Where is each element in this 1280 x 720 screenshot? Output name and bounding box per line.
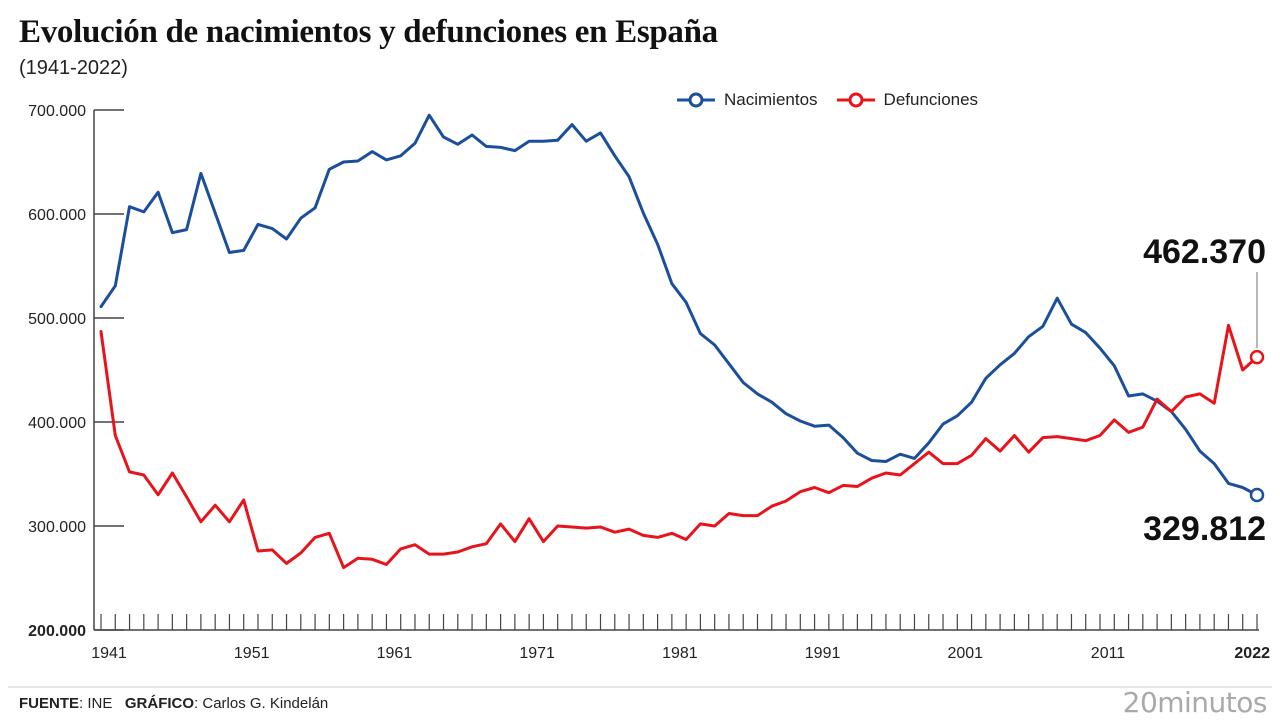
x-tick-label: 2001 bbox=[947, 645, 983, 662]
y-tick-label: 700.000 bbox=[28, 103, 86, 120]
x-tick-label: 1981 bbox=[662, 645, 698, 662]
credits: FUENTE: INE GRÁFICO: Carlos G. Kindelán bbox=[19, 695, 328, 712]
x-tick-label: 1991 bbox=[805, 645, 841, 662]
series-layer bbox=[99, 113, 1265, 570]
x-tick-label: 1971 bbox=[519, 645, 555, 662]
x-tick-label: 1941 bbox=[91, 645, 127, 662]
source-label: FUENTE bbox=[19, 695, 79, 712]
footer-divider bbox=[8, 686, 1272, 688]
legend-marker-births-icon bbox=[677, 92, 715, 108]
legend: Nacimientos Defunciones bbox=[676, 90, 978, 110]
y-tick-label: 400.000 bbox=[28, 415, 86, 432]
y-tick-label: 200.000 bbox=[28, 623, 86, 640]
x-tick-label: 2022 bbox=[1234, 645, 1270, 662]
legend-item-deaths: Defunciones bbox=[836, 90, 979, 110]
y-tick-label: 300.000 bbox=[28, 519, 86, 536]
end-marker-deaths bbox=[1249, 349, 1265, 365]
x-tick-label: 1951 bbox=[234, 645, 270, 662]
graphic-label: GRÁFICO bbox=[124, 695, 195, 712]
chart-title: Evolución de nacimientos y defunciones e… bbox=[19, 14, 718, 50]
source-value: : INE bbox=[79, 695, 113, 712]
series-line-deaths bbox=[99, 323, 1259, 570]
end-marker-births bbox=[1249, 487, 1265, 503]
annotation-layer: 462.370 329.812 bbox=[1143, 233, 1266, 548]
brand-logo: 20minutos bbox=[1122, 686, 1268, 719]
x-tick-label: 1961 bbox=[377, 645, 413, 662]
legend-marker-deaths-icon bbox=[836, 92, 875, 108]
series-line-births bbox=[99, 113, 1259, 497]
annotation-births-value: 329.812 bbox=[1143, 510, 1266, 548]
y-tick-label: 500.000 bbox=[28, 311, 86, 328]
graphic-value: : Carlos G. Kindelán bbox=[194, 695, 329, 712]
chart-subtitle: (1941-2022) bbox=[19, 57, 128, 79]
x-tick-label: 2011 bbox=[1091, 645, 1126, 662]
line-chart: 700.000 600.000 500.000 400.000 300.000 200.0… bbox=[28, 103, 1270, 662]
y-tick-label: 600.000 bbox=[28, 207, 86, 224]
legend-label-births: Nacimientos bbox=[724, 90, 818, 109]
axes: 700.000 600.000 500.000 400.000 300.000 200.0… bbox=[28, 103, 1270, 662]
legend-item-births: Nacimientos bbox=[676, 90, 818, 110]
legend-label-deaths: Defunciones bbox=[883, 90, 979, 109]
annotation-deaths-value: 462.370 bbox=[1143, 233, 1266, 271]
